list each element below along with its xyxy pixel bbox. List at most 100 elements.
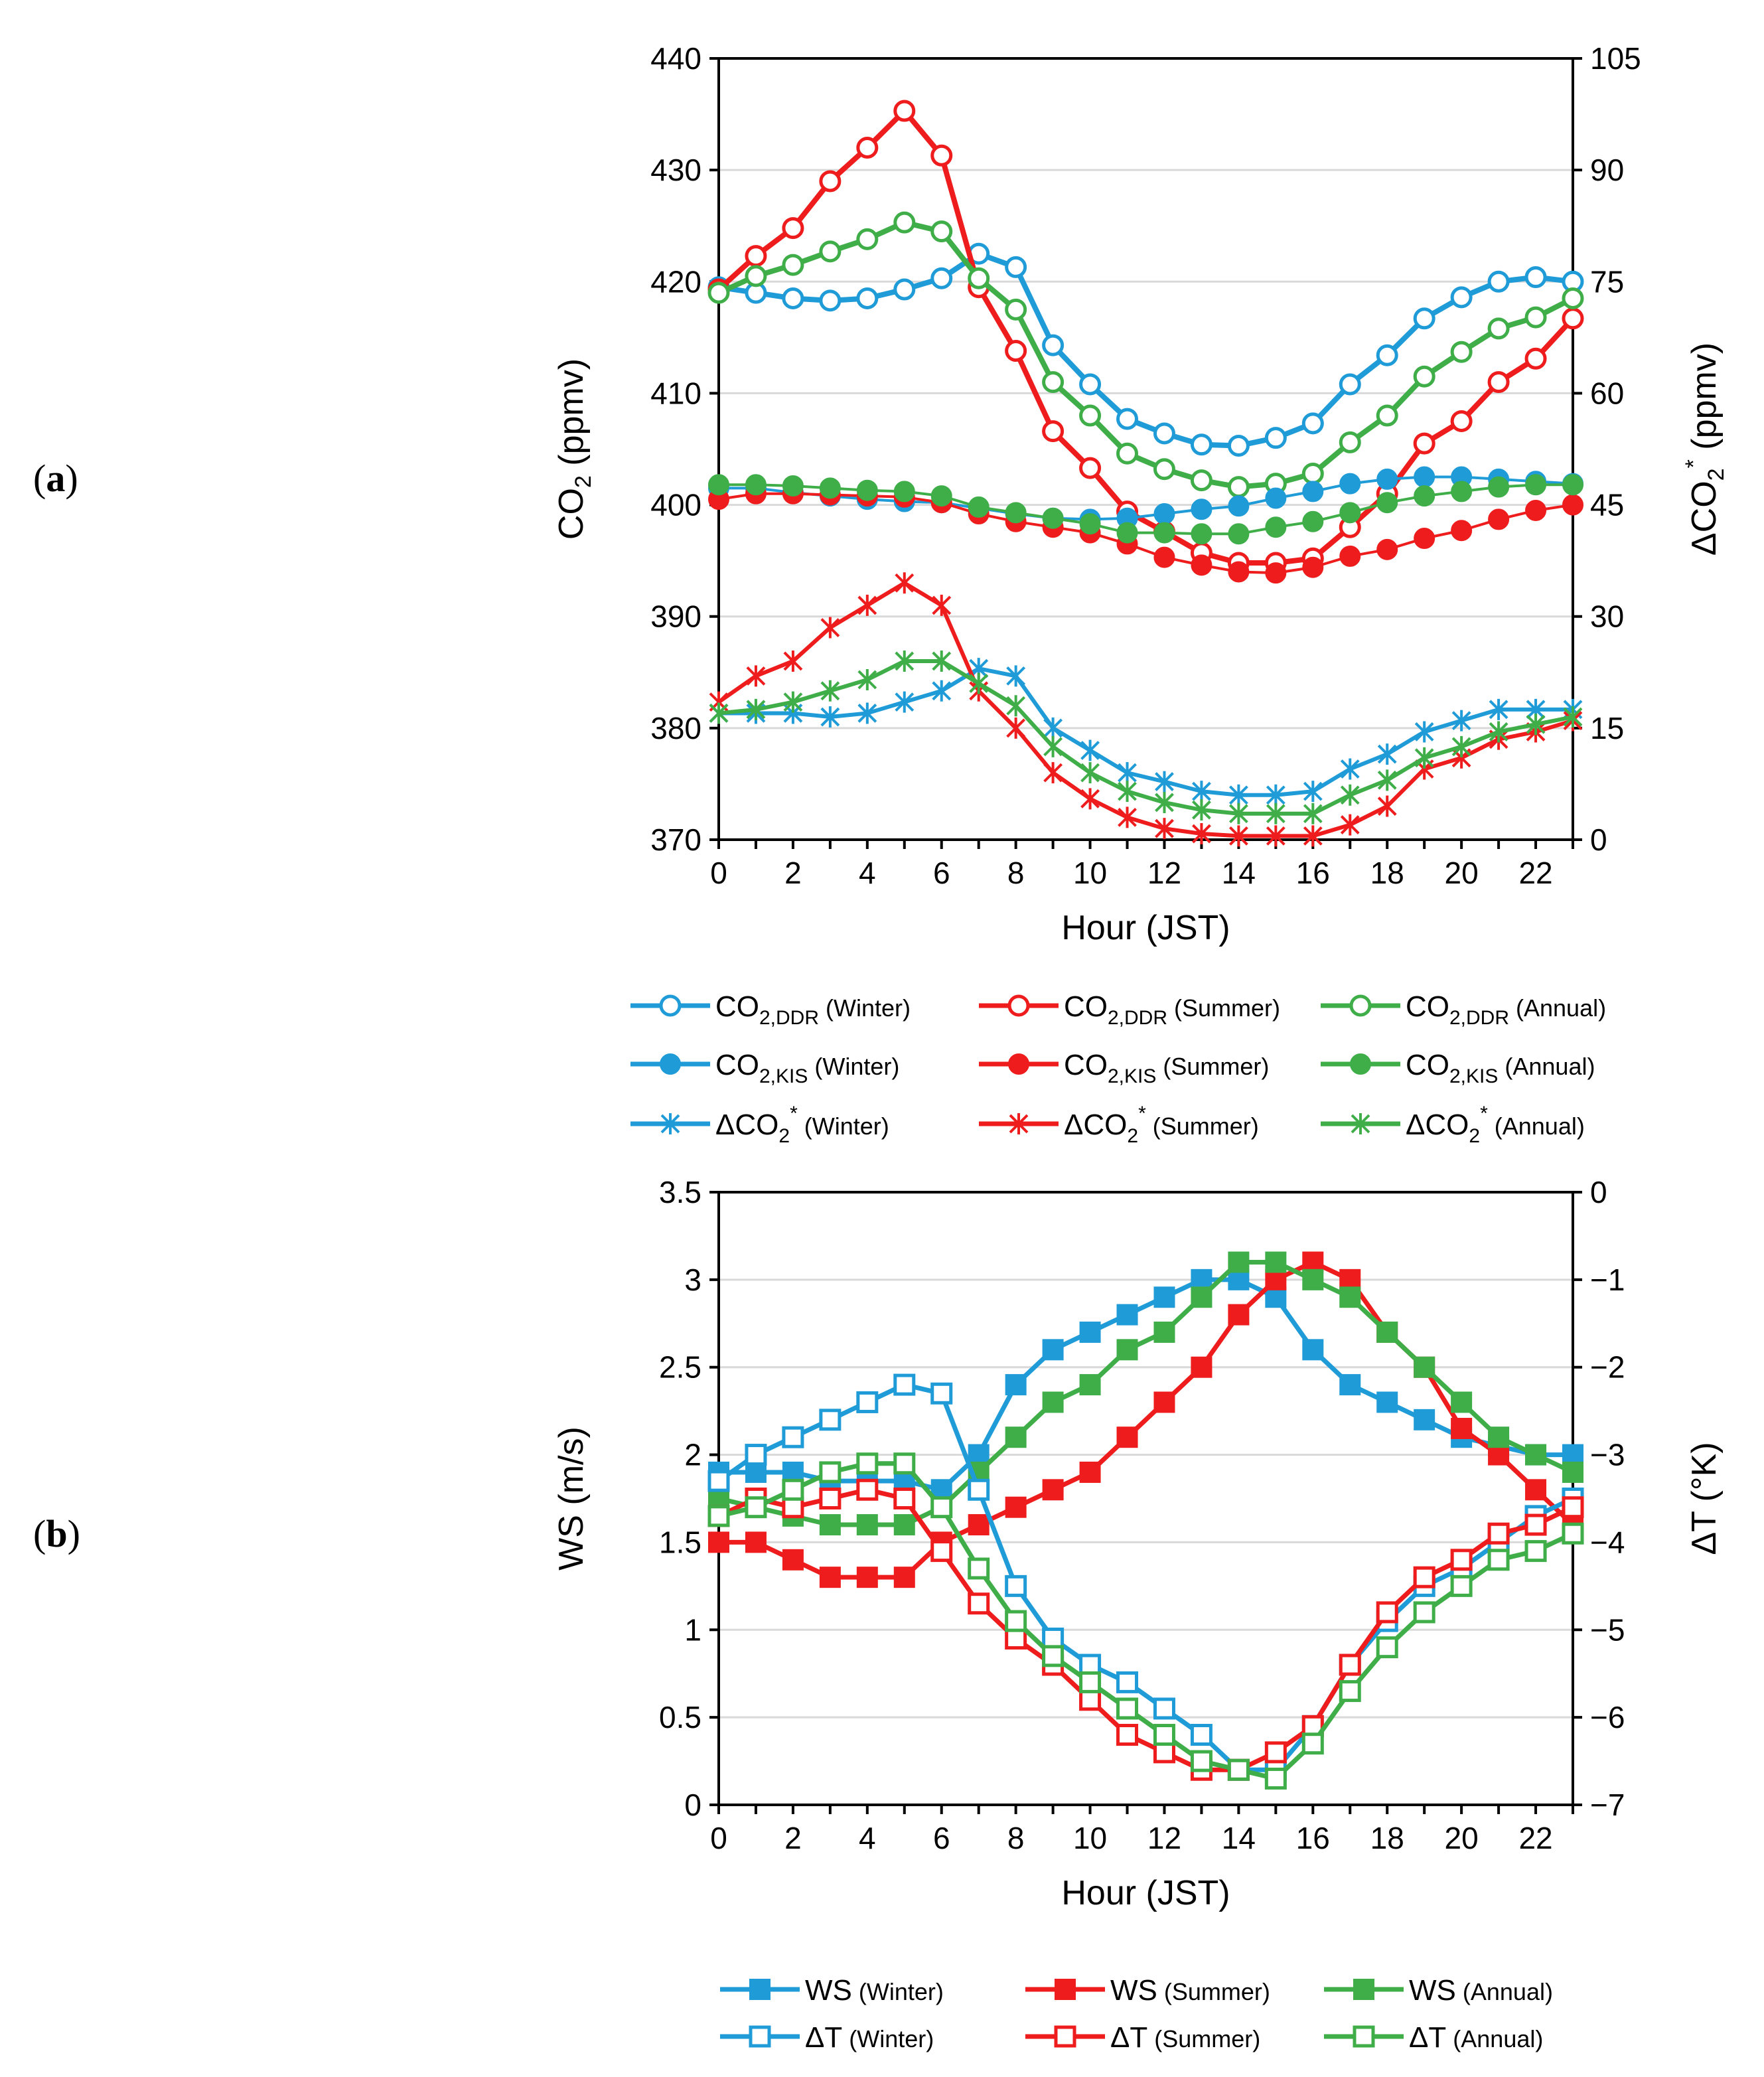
y-axis-title: WS (m/s) — [552, 1426, 591, 1571]
legend-label: ΔT (Annual) — [1409, 2021, 1543, 2054]
data-point — [1153, 1391, 1175, 1413]
legend-label-main: ΔCO — [1406, 1109, 1469, 1141]
data-point — [783, 650, 803, 672]
data-point — [1228, 803, 1248, 824]
legend-label-sub: 2,KIS — [759, 1065, 808, 1087]
data-point — [1080, 788, 1100, 810]
data-point — [1043, 762, 1063, 784]
data-point — [1191, 1286, 1213, 1308]
data-point — [1339, 431, 1361, 453]
data-point — [1042, 1645, 1065, 1667]
legend-label-season: (Winter) — [798, 1113, 889, 1140]
data-point — [819, 1409, 842, 1431]
data-point — [819, 240, 842, 263]
x-tick-label: 8 — [1007, 856, 1025, 890]
data-point — [707, 1505, 730, 1527]
panel-label-paren: ( — [33, 1512, 46, 1555]
data-point — [1562, 1496, 1584, 1519]
legend-label-season: (Winter) — [808, 1053, 899, 1080]
panel-b-series-2 — [708, 1251, 1583, 1536]
data-point — [1079, 1461, 1101, 1483]
legend-marker — [660, 1053, 681, 1075]
legend-label-sub: 2 — [778, 1125, 790, 1147]
data-point — [1525, 499, 1547, 521]
data-point — [1562, 1522, 1584, 1545]
data-point — [1450, 1575, 1473, 1597]
data-point — [1264, 1767, 1287, 1790]
data-point — [857, 702, 877, 724]
data-point — [1339, 1374, 1361, 1396]
data-point — [1562, 287, 1584, 310]
legend-label-main: CO — [715, 1049, 759, 1081]
panel-a-series-7 — [709, 572, 1583, 847]
x-tick-label: 10 — [1073, 856, 1107, 890]
x-tick-label: 0 — [710, 1821, 727, 1855]
legend-label-main: CO — [1406, 1049, 1449, 1081]
data-point — [1339, 1654, 1361, 1676]
legend-label-main: ΔT — [805, 2021, 842, 2054]
data-point — [1006, 695, 1026, 717]
data-point — [819, 477, 841, 499]
data-point — [968, 496, 990, 518]
data-point — [1155, 818, 1174, 840]
y2-axis-title: ΔT (°K) — [1685, 1442, 1724, 1555]
legend-label: CO2,KIS (Summer) — [1064, 1049, 1269, 1087]
data-point — [1153, 458, 1175, 481]
data-point — [1079, 1321, 1101, 1343]
data-point — [856, 1391, 879, 1413]
data-point — [1524, 266, 1547, 289]
legend-entry: CO2,KIS (Summer) — [979, 1049, 1269, 1087]
data-point — [895, 691, 915, 713]
data-point — [1339, 502, 1361, 524]
x-axis-title: Hour (JST) — [1061, 1874, 1230, 1912]
data-point — [893, 211, 916, 234]
x-tick-label: 14 — [1222, 1821, 1256, 1855]
data-point — [968, 267, 990, 289]
data-point — [1228, 1304, 1250, 1326]
data-point — [1005, 340, 1027, 362]
data-point — [1005, 1374, 1027, 1396]
data-point — [1228, 784, 1248, 806]
data-point — [1487, 270, 1510, 293]
data-point — [1525, 474, 1547, 496]
data-point — [1301, 462, 1324, 485]
x-tick-label: 6 — [933, 856, 950, 890]
x-tick-label: 14 — [1222, 856, 1256, 890]
data-point — [893, 100, 916, 122]
series-line — [719, 666, 1573, 797]
data-point — [1116, 1339, 1138, 1361]
data-point — [1525, 1479, 1547, 1501]
panel-a-series-1 — [707, 100, 1584, 574]
x-tick-label: 4 — [859, 856, 876, 890]
data-point — [968, 1478, 990, 1501]
data-point — [819, 1488, 842, 1509]
legend-label-season: (Annual) — [1509, 994, 1606, 1022]
x-tick-label: 10 — [1073, 1821, 1107, 1855]
legend-label-season: (Annual) — [1488, 1113, 1585, 1140]
panel-label-paren: ) — [65, 457, 78, 500]
series-line — [717, 581, 1574, 838]
data-point — [1079, 1654, 1102, 1676]
data-point — [1562, 307, 1584, 330]
data-point — [1153, 546, 1175, 568]
series-line — [719, 475, 1574, 521]
x-tick-label: 8 — [1007, 1821, 1025, 1855]
legend-label-sub: 2,DDR — [1108, 1007, 1167, 1029]
legend-label-sup: * — [790, 1103, 798, 1124]
data-point — [1228, 1251, 1250, 1273]
legend-entry: WS (Annual) — [1324, 1974, 1553, 2007]
data-point — [1266, 803, 1286, 824]
legend-entry: CO2,DDR (Summer) — [979, 990, 1280, 1029]
data-point — [1228, 523, 1250, 545]
legend-label: CO2,DDR (Winter) — [715, 990, 911, 1029]
legend-label: ΔT (Summer) — [1110, 2021, 1260, 2054]
data-point — [1155, 791, 1174, 813]
legend-marker — [1353, 2025, 1375, 2048]
data-point — [1118, 781, 1137, 803]
data-point — [1451, 481, 1473, 502]
panel-label-paren: ( — [33, 457, 46, 500]
legend-entry: WS (Summer) — [1025, 1974, 1270, 2007]
panel-label-letter: b — [46, 1512, 67, 1555]
legend-marker — [1055, 1979, 1076, 2000]
legend-marker — [1008, 1053, 1029, 1075]
